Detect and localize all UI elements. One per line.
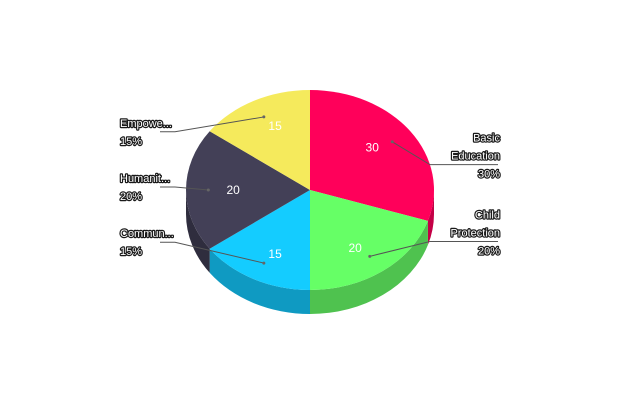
percent-label-basic-education: 30% xyxy=(478,169,500,181)
pie-side-humanit xyxy=(186,190,210,273)
pie-side-basic-education xyxy=(427,190,434,245)
leader-dot-empowe xyxy=(262,115,266,119)
value-label-basic-education: 30 xyxy=(366,141,380,155)
percent-label-humanit: 20% xyxy=(120,191,142,203)
percent-label-commun: 15% xyxy=(120,246,142,258)
category-label-basic-education: Education xyxy=(451,151,500,163)
pie-side-child-protection xyxy=(310,220,428,314)
category-label-humanit: Humanit... xyxy=(120,173,170,185)
leader-dot-humanit xyxy=(206,188,210,192)
percent-label-empowe: 15% xyxy=(120,136,142,148)
pie-sides xyxy=(186,190,434,314)
slice-labels: 30 Basic Education 30% 20 Child Protection 20% 1… xyxy=(119,117,502,262)
category-label-child-protection: Protection xyxy=(450,227,500,239)
category-label-empowe: Empowe... xyxy=(120,118,172,130)
pie-side-commun xyxy=(209,248,310,314)
value-label-commun: 15 xyxy=(268,247,282,261)
pie-tops xyxy=(186,90,434,290)
leader-line-commun xyxy=(160,241,264,264)
leader-dot-commun xyxy=(262,261,266,265)
leader-line-empowe xyxy=(160,116,264,133)
leader-dot-child-protection xyxy=(368,254,372,258)
value-label-empowe: 15 xyxy=(268,119,282,133)
value-label-child-protection: 20 xyxy=(349,241,363,255)
percent-label-child-protection: 20% xyxy=(478,245,500,257)
pie-slice-child-protection[interactable] xyxy=(310,190,428,290)
value-label-humanit: 20 xyxy=(226,183,240,197)
pie-slice-humanit[interactable] xyxy=(186,131,310,249)
category-label-basic-education: Basic xyxy=(473,133,500,145)
leader-line-basic-education xyxy=(392,141,498,166)
category-label-child-protection: Child xyxy=(475,209,500,221)
leader-line-humanit xyxy=(160,186,209,191)
category-label-commun: Commun... xyxy=(120,228,174,240)
pie-slice-commun[interactable] xyxy=(209,190,310,290)
pie-slice-basic-education[interactable] xyxy=(310,90,434,221)
leader-dot-basic-education xyxy=(390,140,394,144)
pie-slice-empowe[interactable] xyxy=(209,90,310,190)
leader-lines xyxy=(160,115,498,265)
leader-line-child-protection xyxy=(369,240,498,257)
